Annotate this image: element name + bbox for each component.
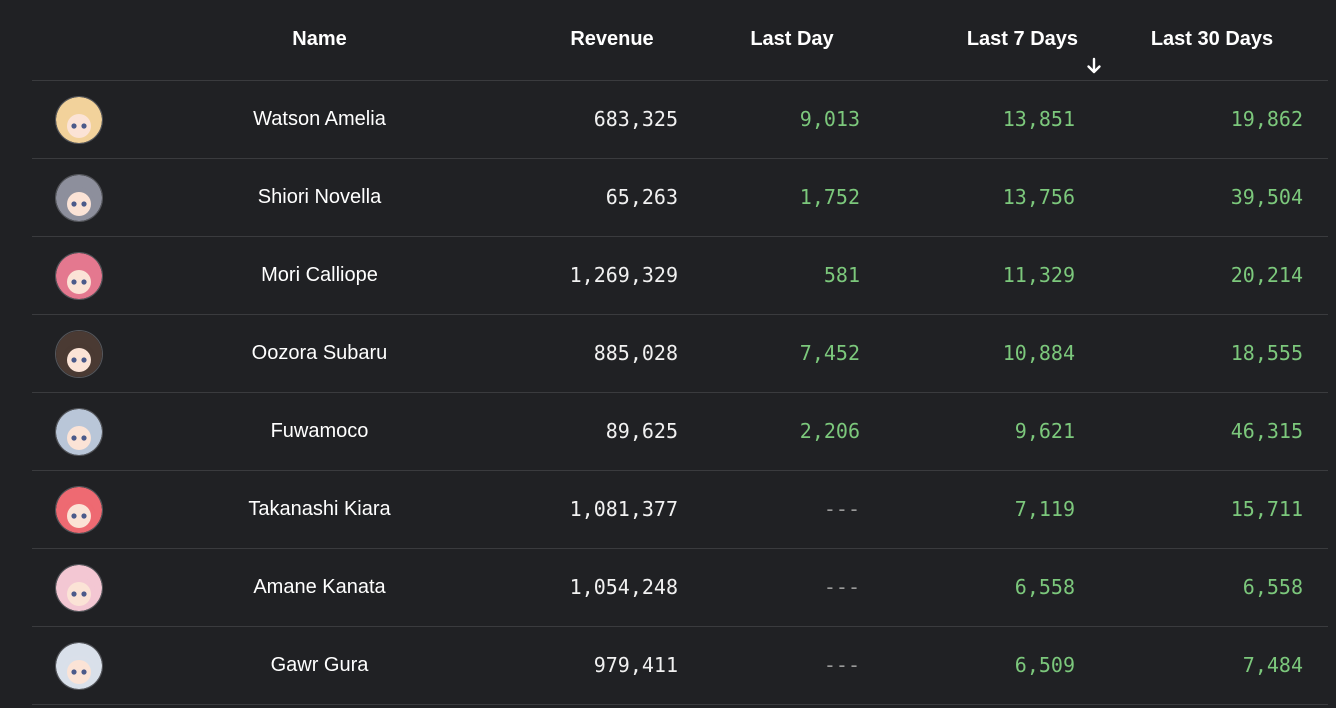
table-body: Watson Amelia 683,325 9,013 13,851 19,86… — [32, 81, 1328, 705]
avatar — [55, 96, 103, 144]
revenue-value: 65,263 — [605, 185, 678, 209]
streamer-name: Shiori Novella — [257, 186, 382, 208]
last-30-days-value: 7,484 — [1242, 653, 1303, 677]
table-row[interactable]: Gawr Gura 979,411 --- 6,509 7,484 — [32, 627, 1328, 705]
column-header-name[interactable]: Name — [292, 28, 347, 50]
avatar — [55, 174, 103, 222]
last-7-days-value: 6,558 — [1014, 575, 1075, 599]
last-day-value: 7,452 — [799, 341, 860, 365]
last-30-days-value: 46,315 — [1230, 419, 1303, 443]
column-header-last-day[interactable]: Last Day — [750, 28, 834, 50]
revenue-table: Name Revenue Last Day Last 7 Days Last 3… — [32, 0, 1328, 705]
table-row[interactable]: Mori Calliope 1,269,329 581 11,329 20,21… — [32, 237, 1328, 315]
revenue-value: 979,411 — [593, 653, 678, 677]
table-header: Name Revenue Last Day Last 7 Days Last 3… — [32, 0, 1328, 81]
table-row[interactable]: Amane Kanata 1,054,248 --- 6,558 6,558 — [32, 549, 1328, 627]
column-header-last-30-days[interactable]: Last 30 Days — [1150, 28, 1274, 50]
table-row[interactable]: Watson Amelia 683,325 9,013 13,851 19,86… — [32, 81, 1328, 159]
streamer-name: Gawr Gura — [270, 654, 369, 676]
last-30-days-value: 15,711 — [1230, 497, 1303, 521]
last-7-days-value: 13,756 — [1002, 185, 1075, 209]
last-day-value: 2,206 — [799, 419, 860, 443]
last-30-days-value: 6,558 — [1242, 575, 1303, 599]
streamer-name: Mori Calliope — [261, 264, 378, 286]
revenue-value: 885,028 — [593, 341, 678, 365]
avatar — [55, 408, 103, 456]
streamer-name: Takanashi Kiara — [248, 498, 391, 520]
column-header-revenue[interactable]: Revenue — [570, 28, 654, 50]
last-30-days-value: 20,214 — [1230, 263, 1303, 287]
table-row[interactable]: Oozora Subaru 885,028 7,452 10,884 18,55… — [32, 315, 1328, 393]
avatar — [55, 486, 103, 534]
last-day-value: 1,752 — [799, 185, 860, 209]
revenue-value: 1,269,329 — [569, 263, 678, 287]
table-row[interactable]: Takanashi Kiara 1,081,377 --- 7,119 15,7… — [32, 471, 1328, 549]
last-7-days-value: 6,509 — [1014, 653, 1075, 677]
streamer-name: Oozora Subaru — [251, 342, 388, 364]
streamer-name: Amane Kanata — [253, 576, 386, 598]
avatar — [55, 252, 103, 300]
last-day-value: --- — [823, 653, 860, 677]
last-30-days-value: 18,555 — [1230, 341, 1303, 365]
last-7-days-value: 10,884 — [1002, 341, 1075, 365]
last-day-value: 581 — [823, 263, 860, 287]
avatar — [55, 564, 103, 612]
avatar — [55, 642, 103, 690]
revenue-value: 1,054,248 — [569, 575, 678, 599]
last-day-value: --- — [823, 575, 860, 599]
revenue-value: 683,325 — [593, 107, 678, 131]
avatar — [55, 330, 103, 378]
last-day-value: --- — [823, 497, 860, 521]
column-header-last-7-days[interactable]: Last 7 Days — [922, 0, 1102, 80]
last-7-days-value: 13,851 — [1002, 107, 1075, 131]
streamer-name: Watson Amelia — [253, 108, 386, 130]
last-7-days-value: 11,329 — [1002, 263, 1075, 287]
revenue-value: 1,081,377 — [569, 497, 678, 521]
streamer-name: Fuwamoco — [270, 420, 369, 442]
last-30-days-value: 19,862 — [1230, 107, 1303, 131]
arrow-down-icon — [1086, 30, 1102, 73]
table-row[interactable]: Shiori Novella 65,263 1,752 13,756 39,50… — [32, 159, 1328, 237]
table-row[interactable]: Fuwamoco 89,625 2,206 9,621 46,315 — [32, 393, 1328, 471]
last-7-days-value: 9,621 — [1014, 419, 1075, 443]
last-30-days-value: 39,504 — [1230, 185, 1303, 209]
revenue-value: 89,625 — [605, 419, 678, 443]
last-day-value: 9,013 — [799, 107, 860, 131]
last-7-days-value: 7,119 — [1014, 497, 1075, 521]
